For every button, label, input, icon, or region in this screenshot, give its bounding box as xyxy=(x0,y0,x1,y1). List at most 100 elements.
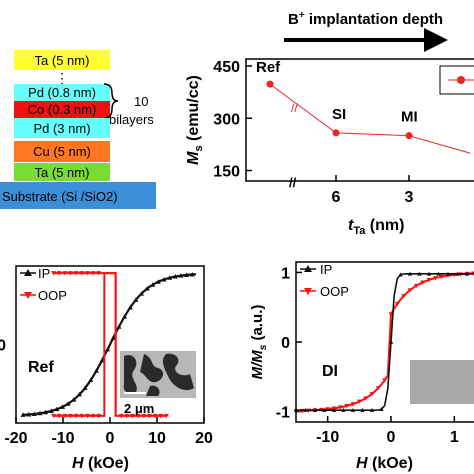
ref-ip-marker xyxy=(167,275,173,280)
di-ip-marker xyxy=(350,407,356,412)
ref-ip-marker xyxy=(144,286,150,291)
implantation-arrow: B+ implantation depth xyxy=(284,10,448,52)
ref-oop-marker xyxy=(158,413,164,419)
di-xtick-label: 1 xyxy=(450,429,459,446)
ms-axis-break: // xyxy=(289,175,297,190)
ref-ip-marker xyxy=(26,411,32,417)
ref-oop-marker xyxy=(96,271,102,276)
ms-legend-marker xyxy=(457,76,465,84)
ref-ip-marker xyxy=(161,276,167,282)
ref-oop-marker xyxy=(146,413,152,419)
ref-oop-marker xyxy=(163,413,169,419)
di-oop-marker xyxy=(350,402,356,407)
di-oop-marker xyxy=(413,283,419,289)
ref-ip-marker xyxy=(82,385,88,390)
di-ip-marker xyxy=(322,407,327,412)
ref-legend-ip-label: IP xyxy=(38,266,50,281)
di-legend-oop-marker xyxy=(304,288,312,295)
di-ylabel: M/Ms (a.u.) xyxy=(249,305,269,380)
ref-xtick-label: -10 xyxy=(51,430,74,447)
di-ytick-label: 0 xyxy=(281,335,290,352)
ref-ip-marker xyxy=(189,271,195,277)
ref-oop-marker xyxy=(73,271,79,276)
ref-ip-marker xyxy=(48,408,54,413)
ref-ip-marker xyxy=(105,346,111,352)
di-xtick-label: -10 xyxy=(316,429,339,446)
stack-dots: ⋮ xyxy=(55,70,69,86)
di-oop-marker xyxy=(337,405,343,410)
ref-panel-label: Ref xyxy=(28,359,54,376)
ref-ip-marker xyxy=(65,401,71,406)
di-oop-marker xyxy=(401,294,407,299)
di-ytick-label: -1 xyxy=(276,405,290,422)
repeat-count: 10 xyxy=(134,94,148,109)
ref-oop-marker xyxy=(90,271,96,276)
ref-chart-frame xyxy=(15,265,205,424)
ref-oop-marker xyxy=(79,413,85,419)
di-ip-marker xyxy=(379,407,384,412)
di-ip-marker xyxy=(360,407,365,412)
di-oop-marker xyxy=(344,403,350,409)
ref-ip-marker xyxy=(184,272,190,277)
ref-ip-marker xyxy=(93,368,99,373)
ms-ytick-label: 450 xyxy=(213,59,240,76)
ref-ip-marker xyxy=(138,291,144,296)
di-legend-ip-marker xyxy=(304,265,312,272)
ref-oop-marker xyxy=(73,413,79,419)
ref-xtick-label: 20 xyxy=(195,430,213,447)
implantation-label: B+ implantation depth xyxy=(288,10,443,28)
layer-cu-label: Cu (5 nm) xyxy=(33,144,91,159)
layer-substrate-label: Substrate (Si /SiO2) xyxy=(2,189,118,204)
ref-oop-marker xyxy=(56,271,62,276)
ref-oop-marker xyxy=(96,413,102,419)
di-oop-marker xyxy=(375,386,381,391)
ref-oop-upper xyxy=(53,272,117,416)
ref-oop-marker xyxy=(124,413,130,419)
ms-series-line xyxy=(269,83,471,154)
ref-ip-marker xyxy=(155,279,161,284)
ref-legend-oop-label: OOP xyxy=(38,288,67,303)
ref-ip-marker xyxy=(76,391,82,397)
di-ytick-label: 1 xyxy=(281,265,290,282)
ref-oop-marker xyxy=(79,271,85,276)
ms-point-label: SI xyxy=(332,106,346,123)
di-oop-marker xyxy=(356,399,362,404)
layer-ta-top-label: Ta (5 nm) xyxy=(35,53,90,68)
layer-substrate xyxy=(0,182,156,209)
di-oop-marker xyxy=(369,391,375,397)
ref-xtick-label: 0 xyxy=(106,430,115,447)
di-xlabel: H (kOe) xyxy=(356,455,413,472)
ref-oop-marker xyxy=(51,413,57,419)
di-loop-chart: -10 0 1 1 0 -1 IP OOP DI M/Ms (a.u.) H (kOe) xyxy=(249,261,474,472)
ref-xlabel: H (kOe) xyxy=(72,455,129,472)
layer-co-label: Co (0.3 nm) xyxy=(28,102,97,117)
ref-ip-marker xyxy=(37,410,43,416)
ref-oop-marker xyxy=(141,413,147,419)
di-ip-marker xyxy=(455,271,460,276)
di-ip-marker xyxy=(445,271,451,276)
di-ip-marker xyxy=(369,407,375,412)
di-ip-marker xyxy=(331,407,337,412)
layer-stack: Ta (5 nm) ⋮ Pd (0.8 nm) Co (0.3 nm) 10 b… xyxy=(0,50,156,209)
ms-chart: 450 300 150 6 3 Ref SI MI // // Ms (emu/cc) t… xyxy=(185,58,474,237)
ref-oop-marker xyxy=(118,413,124,419)
ref-oop-marker xyxy=(152,413,158,419)
di-ip-marker xyxy=(426,271,432,276)
ref-ip-marker xyxy=(20,412,26,417)
ref-ip-marker xyxy=(110,335,116,340)
di-oop-marker xyxy=(439,274,445,280)
ref-oop-marker xyxy=(51,271,57,276)
layer-cu xyxy=(14,141,110,162)
ms-ylabel: Ms (emu/cc) xyxy=(185,75,205,165)
di-chart-frame xyxy=(295,261,474,423)
layer-ta-bottom-label: Ta (5 nm) xyxy=(35,165,90,180)
ms-xtick-label: 3 xyxy=(405,189,414,206)
ref-ip-marker xyxy=(99,357,105,363)
repeat-bracket xyxy=(103,83,119,119)
ms-xtick-label: 6 xyxy=(332,189,341,206)
layer-pd-thick-label: Pd (3 nm) xyxy=(33,121,90,136)
ref-oop-marker xyxy=(62,413,68,419)
ref-xtick-label: 10 xyxy=(148,430,166,447)
ref-domain-image xyxy=(120,351,196,398)
ref-ip-marker xyxy=(178,273,184,278)
